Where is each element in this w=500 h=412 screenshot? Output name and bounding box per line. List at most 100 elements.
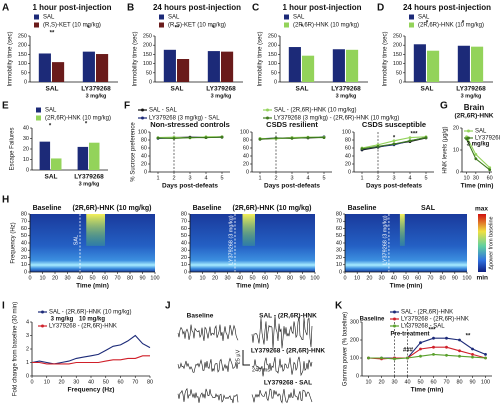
x-tick-label: 4 (306, 175, 309, 181)
y-tick-label: 60 (181, 226, 187, 232)
x-tick-label: 10 (365, 379, 371, 385)
bar (457, 45, 470, 82)
panel-letter: H (2, 195, 9, 206)
trace (251, 356, 313, 377)
trace (251, 388, 313, 404)
annotation: Baseline (360, 317, 385, 323)
y-tick-label: 100 (268, 61, 277, 67)
annotation: 3 mg/kg (467, 142, 490, 148)
x-tick-label: 60 (117, 379, 123, 385)
series-line (31, 334, 151, 365)
x-tick-label: 50 (249, 275, 255, 281)
x-tick-label: 40 (404, 379, 410, 385)
y-tick-label: 20 (453, 125, 459, 131)
bar (427, 50, 440, 82)
x-tick-label: 100 (481, 379, 490, 385)
y-tick-label: 50 (271, 70, 277, 76)
x-tick-label: 60 (415, 275, 421, 281)
legend-marker (266, 108, 269, 112)
point (408, 139, 412, 143)
bar (38, 53, 51, 82)
y-tick-label: 10 (181, 262, 187, 268)
bar (89, 142, 100, 170)
x-tick-label: SAL (421, 86, 434, 93)
y-axis-label: Immobility time (sec) (133, 31, 139, 86)
y-tick-label: 0 (356, 373, 359, 379)
point (367, 356, 370, 360)
panel-title: CSDS susceptible (362, 120, 426, 129)
x-tick-label: 60 (262, 275, 268, 281)
x-axis-label: Time (min) (411, 387, 444, 394)
y-tick-label: 300 (350, 319, 359, 325)
annotation: 3 mg/kg (51, 317, 74, 323)
legend-label: (2R,6R)-HNK (10 mg/kg) (45, 116, 111, 122)
point (274, 136, 278, 140)
spectrogram (345, 214, 467, 272)
category-note: 3 mg/kg (79, 181, 100, 187)
point (393, 357, 396, 361)
colorbar-title: Δpower from baseline (488, 216, 494, 269)
x-tick-label: 90 (299, 275, 305, 281)
y-tick-label: 80 (181, 211, 187, 217)
trace (177, 387, 239, 404)
x-tick-label: 3 (188, 175, 191, 181)
x-tick-label: 0 (343, 275, 346, 281)
panel-letter: G (440, 101, 448, 112)
x-tick-label: SAL (296, 86, 309, 93)
annotation: * (49, 124, 52, 130)
legend-label: LY379268 - (2R,6R)-HNK (401, 317, 469, 323)
legend-label: SAL (418, 15, 430, 21)
series-line (368, 353, 486, 360)
y-tick-label: 0 (246, 169, 249, 175)
y-tick-label: 60 (345, 145, 351, 151)
y-tick-label: 100 (342, 129, 351, 135)
x-tick-label: 50 (89, 275, 95, 281)
y-tick-label: 20 (345, 161, 351, 167)
legend-swatch (34, 14, 39, 20)
y-tick-label: 100 (240, 129, 249, 135)
legend-label: SAL - SAL (149, 108, 177, 114)
x-tick-label: 90 (139, 275, 145, 281)
x-tick-label: 30 (73, 379, 79, 385)
legend-label: SAL (293, 15, 305, 21)
y-tick-label: 20 (181, 255, 187, 261)
y-tick-label: 70 (181, 219, 187, 225)
bar (346, 49, 359, 82)
segment-label: (2R,6R)-HNK (10 mg/kg) (233, 205, 312, 212)
point (471, 353, 474, 356)
annotation: Pre-treatment (390, 332, 429, 338)
x-tick-label: 40 (391, 275, 397, 281)
x-tick-label: 70 (114, 275, 120, 281)
panel-title: Non-stressed controls (150, 120, 230, 129)
response-region (86, 214, 105, 246)
y-tick-label: 10 (453, 147, 459, 153)
x-tick-label: 70 (443, 379, 449, 385)
point (419, 354, 422, 358)
y-tick-label: 70 (21, 219, 27, 225)
y-tick-label: 60 (141, 145, 147, 151)
y-tick-label: 40 (181, 240, 187, 246)
x-tick-label: 3 (290, 175, 293, 181)
annotation: * (426, 21, 429, 27)
event-label: LY379268 (3 mg/kg) (382, 215, 388, 265)
y-tick-label: 0 (456, 169, 459, 175)
panel-title: 24 hours post-injection (403, 3, 491, 12)
bar (288, 47, 301, 82)
y-tick-label: 200 (268, 43, 277, 49)
response-region (399, 214, 405, 246)
y-axis-label: Immobility time (sec) (383, 31, 389, 86)
y-tick-label: 0 (149, 79, 152, 85)
legend-label: SAL - (2R,6R)-HNK (10 mg/kg) (49, 310, 131, 316)
point (458, 354, 461, 358)
x-tick-label: 100 (310, 275, 319, 281)
bar (177, 59, 190, 82)
y-tick-label: 250 (143, 33, 152, 39)
x-tick-label: LY379268 (81, 86, 111, 93)
bar (207, 51, 220, 82)
annotation: * (212, 26, 215, 32)
y-tick-label: 0 (184, 269, 187, 275)
y-tick-label: 40 (21, 240, 27, 246)
y-tick-label: 200 (393, 43, 402, 49)
legend-label: LY379268 (3 mg/kg) - SAL (149, 116, 220, 122)
x-tick-label: 20 (52, 275, 58, 281)
